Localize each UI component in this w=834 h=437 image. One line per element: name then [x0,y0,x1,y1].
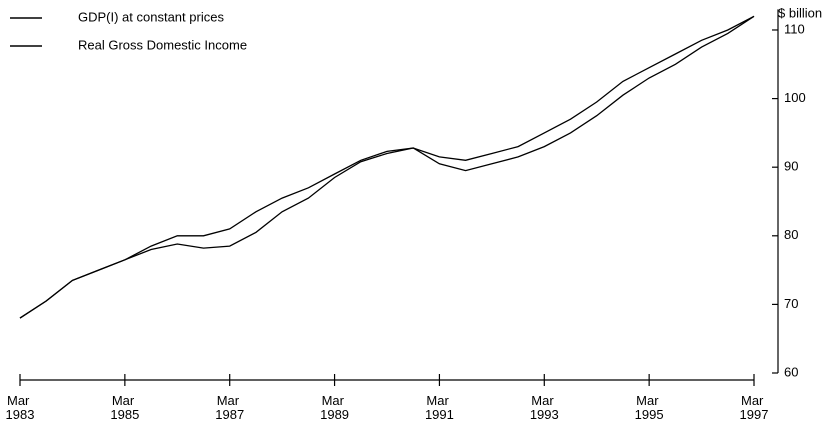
legend-label: Real Gross Domestic Income [78,37,247,52]
y-tick-label: 80 [784,227,798,242]
y-tick-label: 110 [784,21,805,36]
x-tick-label: Mar 1991 [425,393,454,422]
x-tick-label: Mar 1997 [740,393,769,422]
x-tick-label: Mar 1987 [215,393,244,422]
y-tick-label: 90 [784,159,798,174]
y-tick-label: 70 [784,296,798,311]
y-tick-label: 60 [784,364,798,379]
y-tick-label: 100 [784,90,806,105]
series-line [19,15,755,319]
legend-label: GDP(I) at constant prices [78,9,224,24]
x-tick-label: Mar 1985 [110,393,139,422]
y-axis-label: $ billion [778,5,822,20]
x-tick-label: Mar 1995 [635,393,664,422]
series-line [19,15,755,319]
x-tick-label: Mar 1983 [6,393,35,422]
x-tick-label: Mar 1989 [320,393,349,422]
x-tick-label: Mar 1993 [530,393,559,422]
